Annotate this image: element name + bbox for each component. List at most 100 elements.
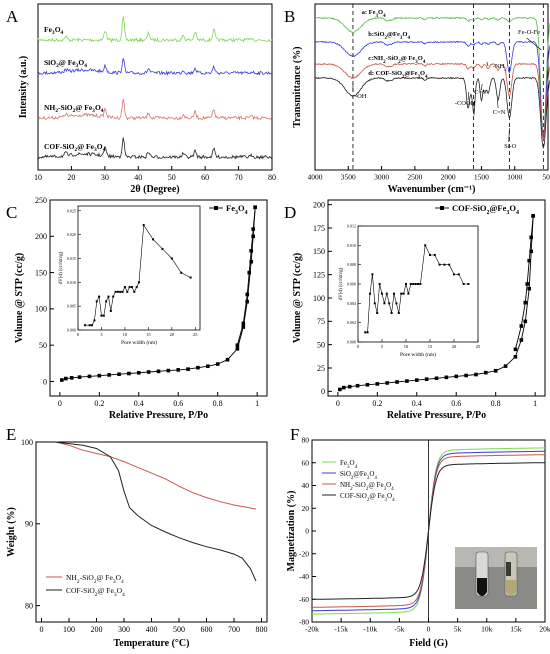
x-tick-label: 3000 <box>374 173 389 182</box>
inset-point <box>376 312 378 314</box>
vial-left-liquid <box>477 578 487 596</box>
panel-d: D0 0.2 0.4 0.6 0.8 10255075100125150175200Rel… <box>284 200 545 421</box>
inset-point <box>410 283 412 285</box>
x-axis-title: Temperature (°C) <box>114 638 190 649</box>
inset-point <box>367 331 369 333</box>
isotherm-point <box>137 371 141 375</box>
inset-y-title: dV(d) (cc/nm/g) <box>339 267 344 300</box>
isotherm-point <box>70 376 74 380</box>
ftir-annotation-arrow <box>527 38 542 50</box>
x-tick-label: 70 <box>235 173 243 182</box>
inset-point <box>98 296 100 298</box>
inset-point <box>129 286 131 288</box>
legend-label: NH2-SiO2@ Fe3O4 <box>340 481 394 492</box>
isotherm-point <box>366 383 370 387</box>
isotherm-point <box>247 271 251 275</box>
x-tick-label: -15k <box>334 625 348 634</box>
inset-point <box>110 310 112 312</box>
x-tick-label: 4000 <box>308 173 323 182</box>
x-tick-label: 0.4 <box>412 399 422 408</box>
x-tick-label: 0.2 <box>94 399 104 408</box>
inset-point <box>119 291 121 293</box>
isotherm-point <box>494 369 498 373</box>
x-tick-label: 1000 <box>507 173 522 182</box>
inset-point <box>91 324 93 326</box>
inset-y-tick-label: 0.005 <box>67 304 76 309</box>
isotherm-point <box>236 343 240 347</box>
inset-point <box>467 283 469 285</box>
inset-point <box>108 296 110 298</box>
y-tick-label: -60 <box>299 595 309 604</box>
inset-point <box>383 302 385 304</box>
inset-y-tick-label: 0.015 <box>67 256 76 261</box>
ftir-annotation: -COOH <box>455 100 476 107</box>
inset-point <box>405 283 407 285</box>
y-axis-title: Volume @ STP (cc/g) <box>292 253 303 343</box>
inset-point <box>152 238 154 240</box>
y-tick-label: 0 <box>305 527 309 536</box>
isotherm-point <box>395 380 399 384</box>
inset-point <box>463 283 465 285</box>
isotherm-point <box>245 293 249 297</box>
ftir-series-line <box>315 41 550 137</box>
isotherm-point <box>376 382 380 386</box>
inset-frame <box>78 206 200 330</box>
x-tick-label: 0.6 <box>173 399 183 408</box>
y-tick-label: 60 <box>302 458 310 467</box>
inset-point <box>391 312 393 314</box>
isotherm-point <box>504 364 508 368</box>
y-tick-label: 50 <box>39 341 47 350</box>
panel-letter: A <box>6 7 19 26</box>
inset-x-tick-label: 5 <box>100 332 103 337</box>
inset-point <box>407 293 409 295</box>
inset-point <box>96 300 98 302</box>
panel-letter: C <box>6 203 17 222</box>
inset-x-tick-label: 10 <box>404 344 409 349</box>
inset-point <box>115 291 117 293</box>
inset-point <box>393 293 395 295</box>
isotherm-point <box>523 320 527 324</box>
x-tick-label: 100 <box>63 625 75 634</box>
isotherm-point <box>245 300 249 304</box>
isotherm-point <box>514 355 518 359</box>
y-tick-label: 40 <box>302 481 310 490</box>
photo-light-area <box>455 547 537 567</box>
inset-x-tick-label: 25 <box>476 344 481 349</box>
x-tick-label: 0 <box>336 399 340 408</box>
isotherm-point <box>147 370 151 374</box>
panel-b: B 4000 3500 3000 2500 2000 1500 1000 500 Wavenumb… <box>284 4 550 195</box>
x-tick-label: -10k <box>363 625 377 634</box>
inset-point <box>419 283 421 285</box>
ftir-series-line <box>315 77 550 147</box>
x-tick-label: 1500 <box>474 173 489 182</box>
x-tick-label: 0 <box>40 625 44 634</box>
isotherm-point <box>454 375 458 379</box>
panel-a: A 10 20 30 40 50 60 70 80 2θ (Degree) Intensity (a… <box>6 4 276 195</box>
ftir-annotation: -OH <box>355 93 367 100</box>
isotherm-point <box>527 287 531 291</box>
ftir-annotation-arrow <box>497 100 498 108</box>
y-tick-label: 75 <box>317 317 325 326</box>
inset-y-tick-label: 0.000 <box>347 340 356 345</box>
x-tick-label: -5k <box>394 625 404 634</box>
x-axis-title: Field (G) <box>409 638 448 649</box>
inset-y-tick-label: 0.008 <box>347 262 356 267</box>
y-tick-label: 0 <box>321 387 325 396</box>
inset-pore-distribution: 0 5 10 15 20 250.0000.0050.0100.0150.0200.025… <box>59 206 200 346</box>
y-tick-label: 150 <box>313 247 325 256</box>
ftir-annotation: Fe-O-Fe <box>518 29 540 36</box>
x-tick-label: 600 <box>201 625 213 634</box>
inset-y-title: dV(d) (cc/nm/g) <box>59 251 64 284</box>
x-tick-label: 1 <box>533 399 537 408</box>
inset-point <box>417 283 419 285</box>
isotherm-point <box>425 377 429 381</box>
x-tick-label: 15k <box>510 625 522 634</box>
y-tick-label: 250 <box>35 196 47 205</box>
isotherm-point <box>216 362 220 366</box>
isotherm-point <box>242 322 246 326</box>
inset-point <box>458 273 460 275</box>
isotherm-point <box>196 366 200 370</box>
y-tick-label: 90 <box>25 520 33 529</box>
inset-point <box>138 281 140 283</box>
